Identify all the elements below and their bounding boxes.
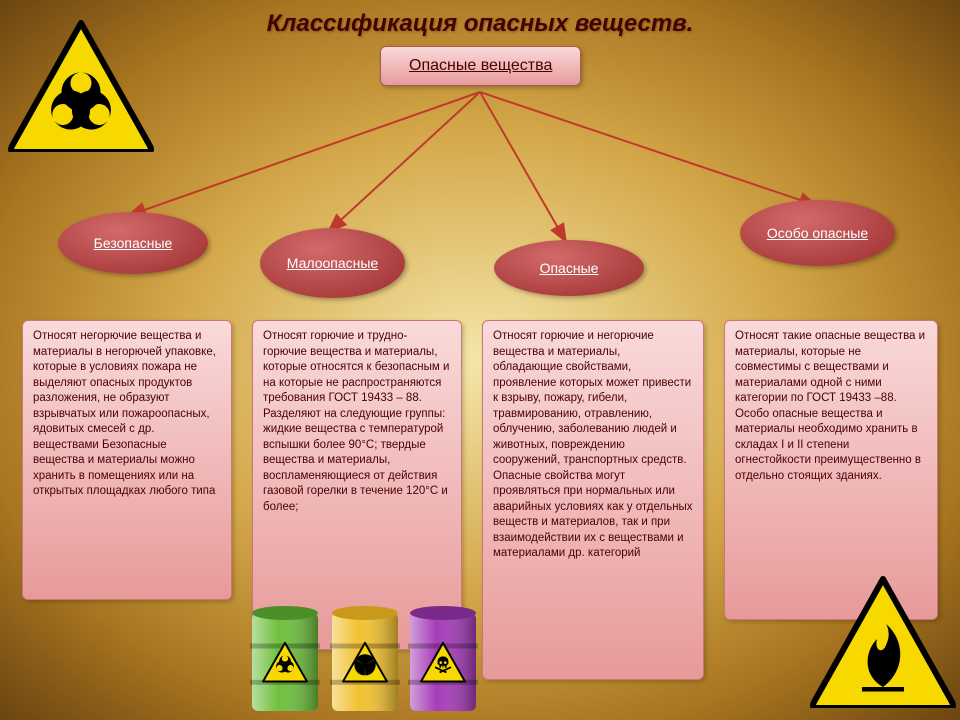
category-label: Малоопасные <box>287 255 378 271</box>
category-label: Опасные <box>540 260 599 276</box>
barrel-green <box>250 605 320 720</box>
category-low-hazard: Малоопасные <box>260 228 405 298</box>
category-safe: Безопасные <box>58 212 208 274</box>
flame-sign-icon <box>808 576 958 713</box>
desc-safe: Относят негорючие вещества и материалы в… <box>22 320 232 600</box>
category-label: Особо опасные <box>767 225 868 241</box>
desc-low-hazard: Относят горючие и трудно-горючие веществ… <box>252 320 462 650</box>
desc-very-hazard: Относят такие опасные вещества и материа… <box>724 320 938 620</box>
barrel-purple <box>408 605 478 720</box>
barrel-yellow <box>330 605 400 720</box>
biohazard-sign-icon <box>6 20 156 157</box>
category-very-hazard: Особо опасные <box>740 200 895 266</box>
desc-hazardous: Относят горючие и негорючие вещества и м… <box>482 320 704 680</box>
category-label: Безопасные <box>94 235 173 251</box>
category-hazardous: Опасные <box>494 240 644 296</box>
